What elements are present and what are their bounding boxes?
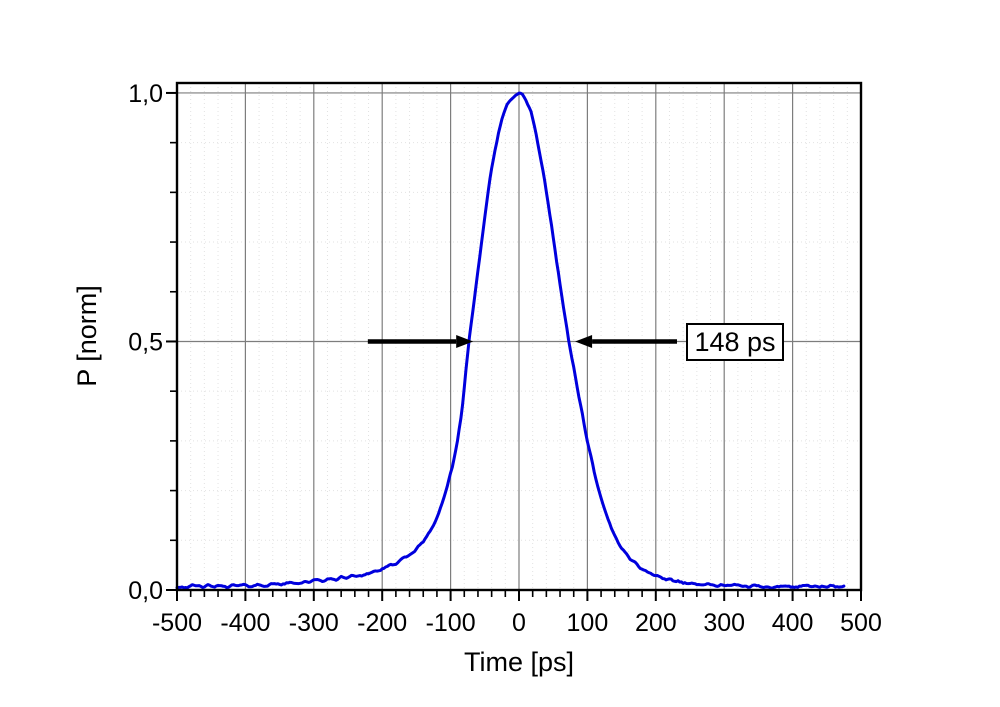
x-tick-label: 500 [840,609,882,637]
fwhm-arrows [367,334,678,348]
fwhm-left-arrow-head [456,334,474,348]
pulse-trace [175,91,846,590]
x-tick-label: 100 [567,609,609,637]
x-tick-label: -400 [220,609,270,637]
x-tick-label: -300 [289,609,339,637]
x-tick-label: -200 [357,609,407,637]
fwhm-label: 148 ps [694,327,775,357]
plot-frame [175,81,863,592]
x-tick-label: -100 [426,609,476,637]
fwhm-label-box [686,323,784,361]
x-tick-label: 400 [772,609,814,637]
pulse-curve [175,91,846,590]
x-tick-label: 300 [703,609,745,637]
y-tick-labels: 0,0 0,5 1,0 [128,80,163,605]
y-tick-label: 0,5 [128,328,163,356]
fwhm-right-arrow-head [575,334,593,348]
minor-gridlines [177,83,861,590]
y-tick-label: 0,0 [128,577,163,605]
x-tick-labels: -500 -400 -300 -200 -100 0 100 200 300 400 500 [152,609,882,637]
y-axis-title: P [norm] [72,285,102,387]
y-tick-label: 1,0 [128,80,163,108]
x-tick-label: -500 [152,609,202,637]
x-tick-label: 200 [635,609,677,637]
axis-ticks [166,91,862,601]
x-axis-title: Time [ps] [464,647,574,677]
x-tick-label: 0 [512,609,526,637]
fwhm-annotation: 148 ps [686,323,784,361]
